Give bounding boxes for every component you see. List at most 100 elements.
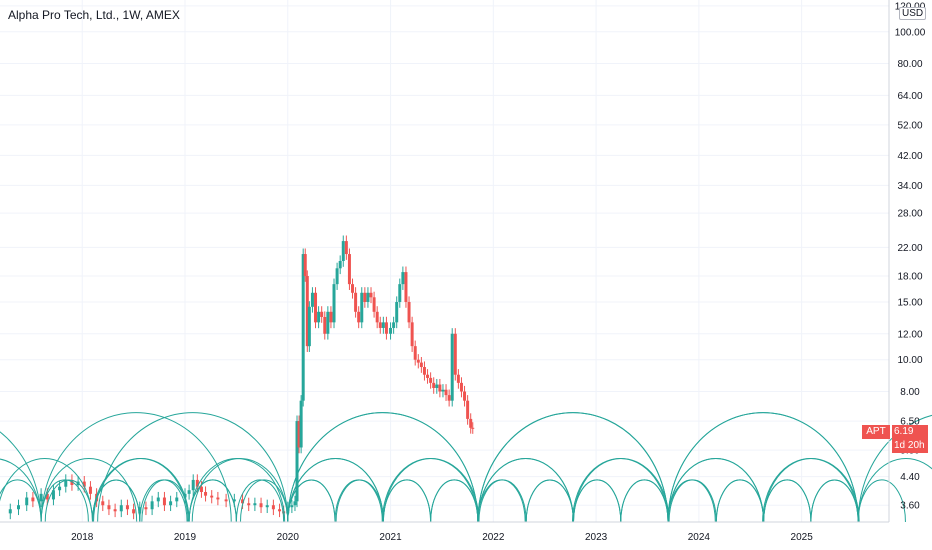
cycle-arc-small bbox=[141, 479, 190, 523]
price-tick-label: 8.00 bbox=[900, 387, 920, 398]
candle bbox=[290, 499, 294, 514]
candle bbox=[317, 306, 321, 329]
candle bbox=[347, 248, 351, 290]
candle bbox=[395, 296, 399, 329]
cycle-arc-medium bbox=[0, 458, 42, 523]
cycle-arc-large bbox=[0, 431, 42, 523]
candle bbox=[175, 491, 179, 508]
candle bbox=[314, 287, 318, 329]
candle bbox=[366, 287, 370, 308]
cycle-arc-small bbox=[477, 479, 526, 523]
candle bbox=[363, 287, 367, 308]
price-tick-label: 42.00 bbox=[897, 151, 922, 162]
cycle-arc-small bbox=[91, 479, 141, 523]
candle bbox=[150, 495, 154, 516]
price-tick-label: 4.40 bbox=[900, 472, 920, 483]
cycle-arc-small bbox=[810, 479, 859, 523]
candle bbox=[293, 495, 297, 512]
candle bbox=[426, 369, 430, 384]
candle bbox=[338, 255, 342, 275]
price-tick-label: 52.00 bbox=[897, 120, 922, 131]
candle bbox=[378, 316, 382, 334]
cycle-arc-medium bbox=[762, 458, 859, 523]
candle bbox=[351, 278, 355, 299]
cycle-arc-medium bbox=[0, 458, 93, 523]
candle bbox=[113, 503, 117, 518]
price-tick-label: 10.00 bbox=[897, 355, 922, 366]
price-tag-symbol: APT bbox=[862, 425, 890, 439]
candle bbox=[466, 395, 470, 425]
candle bbox=[216, 491, 220, 506]
time-tick-label: 2019 bbox=[174, 532, 197, 543]
cycle-arc-large bbox=[97, 412, 289, 523]
last-price-tag: APT 6.19 1d 20h bbox=[862, 425, 930, 453]
candle bbox=[323, 311, 327, 340]
cycle-arc-small bbox=[857, 479, 906, 523]
candle bbox=[125, 499, 129, 516]
price-tick-label: 18.00 bbox=[897, 272, 922, 283]
candle bbox=[144, 501, 148, 516]
cycle-arc-medium bbox=[857, 458, 932, 523]
cycle-arc-medium bbox=[191, 458, 289, 523]
time-tick-label: 2025 bbox=[791, 532, 814, 543]
cycle-arc-small bbox=[715, 479, 765, 523]
candle bbox=[416, 354, 420, 369]
cycle-arc-medium bbox=[667, 458, 765, 523]
cycle-arc-small bbox=[478, 479, 527, 523]
candle bbox=[162, 491, 166, 512]
candle bbox=[372, 291, 376, 318]
candle bbox=[210, 490, 214, 504]
price-tag-countdown: 1d 20h bbox=[892, 439, 928, 453]
candle bbox=[224, 493, 228, 508]
candle bbox=[39, 488, 43, 508]
cycle-arc-small bbox=[667, 479, 716, 523]
candle bbox=[375, 306, 379, 329]
candle bbox=[295, 415, 299, 508]
cycle-arc-small bbox=[715, 479, 765, 523]
candle bbox=[335, 262, 339, 290]
price-tick-label: 100.00 bbox=[895, 27, 926, 38]
candle bbox=[432, 377, 436, 394]
cycle-arc-large bbox=[287, 412, 479, 523]
candle bbox=[301, 248, 305, 407]
candle bbox=[419, 357, 423, 373]
cycle-arc-small bbox=[525, 479, 574, 523]
candle bbox=[398, 278, 402, 308]
price-tick-label: 15.00 bbox=[897, 297, 922, 308]
candles bbox=[8, 235, 475, 520]
candle bbox=[392, 316, 396, 334]
candle bbox=[444, 384, 448, 401]
candle bbox=[25, 491, 29, 512]
candle bbox=[407, 296, 411, 329]
candle bbox=[459, 377, 463, 398]
time-tick-label: 2023 bbox=[585, 532, 608, 543]
candle bbox=[278, 503, 282, 518]
cycle-arc-small bbox=[335, 479, 384, 523]
candle bbox=[70, 474, 74, 491]
candle bbox=[320, 306, 324, 323]
candle bbox=[247, 497, 251, 512]
candle bbox=[410, 316, 414, 352]
candle bbox=[422, 361, 426, 381]
candle bbox=[303, 248, 307, 282]
candle bbox=[169, 495, 173, 512]
time-tick-label: 2020 bbox=[277, 532, 300, 543]
candle bbox=[101, 495, 105, 512]
cycle-arc-small bbox=[572, 479, 622, 523]
cycle-arc-medium bbox=[40, 458, 138, 523]
cycle-arc-medium bbox=[287, 458, 384, 523]
cycle-arc-medium bbox=[571, 458, 669, 523]
candle bbox=[271, 499, 275, 516]
candle bbox=[435, 378, 439, 394]
candle bbox=[471, 422, 475, 434]
candle bbox=[456, 369, 460, 389]
candle bbox=[401, 266, 405, 290]
candle bbox=[354, 287, 358, 318]
cycle-arcs bbox=[0, 412, 932, 523]
currency-badge[interactable]: USD bbox=[899, 7, 927, 20]
candle bbox=[326, 306, 330, 340]
candle bbox=[369, 287, 373, 304]
cycle-arc-large bbox=[857, 415, 932, 523]
candle bbox=[107, 499, 111, 516]
